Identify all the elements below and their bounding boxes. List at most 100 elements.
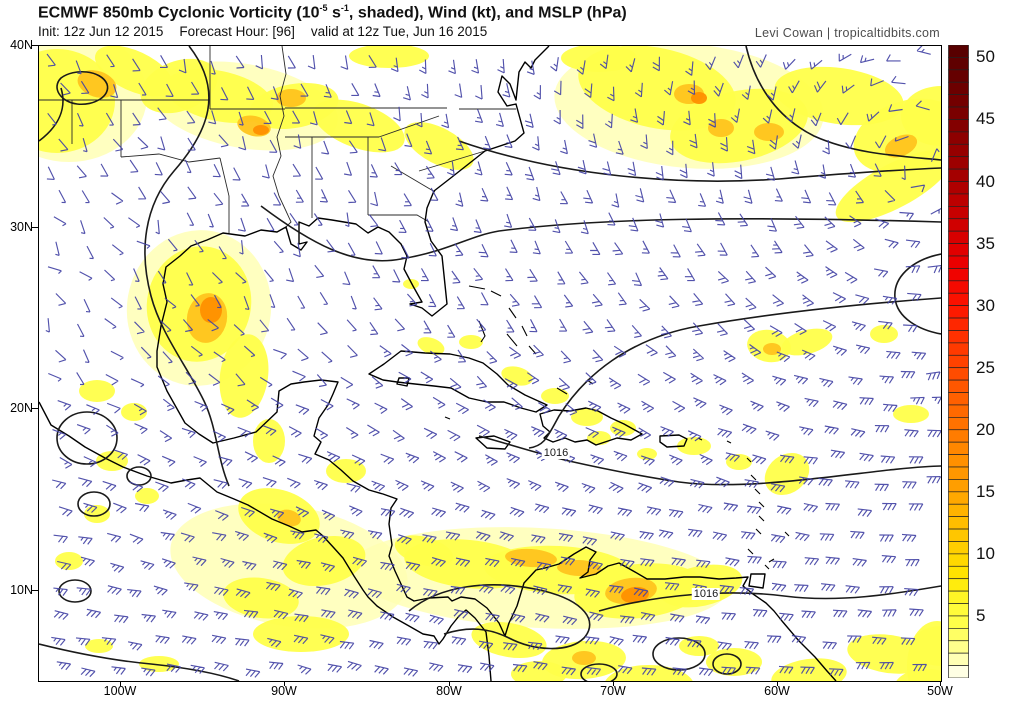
lon-tick-mark — [120, 681, 122, 686]
vorticity-blob — [679, 636, 719, 656]
vorticity-blob — [691, 92, 707, 104]
colorbar-segment — [948, 57, 969, 71]
page-title: ECMWF 850mb Cyclonic Vorticity (10-5 s-1… — [38, 3, 627, 22]
lon-tick-label: 60W — [764, 684, 790, 698]
vorticity-blob — [253, 616, 349, 652]
colorbar-segment — [948, 268, 969, 282]
lon-tick-mark — [613, 681, 615, 686]
init-forecast-valid-line: Init: 12z Jun 12 2015 Forecast Hour: [96]… — [38, 24, 503, 39]
colorbar-segment — [948, 665, 969, 678]
vorticity-blob — [223, 577, 299, 619]
map-canvas: 1016 1016 — [38, 45, 942, 682]
vorticity-blob — [200, 297, 222, 323]
vorticity-blob — [754, 123, 784, 141]
colorbar-segment — [948, 280, 969, 294]
wind-barb-field — [45, 46, 941, 678]
lat-tick-label: 20N — [10, 401, 33, 415]
valid-time: valid at 12z Tue, Jun 16 2015 — [310, 24, 488, 39]
vorticity-blob — [55, 552, 83, 570]
vorticity-blob — [282, 535, 366, 587]
colorbar-segment — [948, 243, 969, 257]
colorbar-segment — [948, 181, 969, 195]
lat-tick-label: 30N — [10, 220, 33, 234]
lon-tick-label: 70W — [600, 684, 626, 698]
vorticity-blob — [79, 380, 115, 402]
colorbar-segment — [948, 603, 969, 617]
colorbar-tick-label: 35 — [976, 233, 995, 253]
colorbar-segment — [948, 292, 969, 307]
colorbar-segment — [948, 491, 969, 505]
colorbar-segment — [948, 652, 969, 666]
vorticity-blob — [571, 408, 603, 426]
vorticity-blob — [84, 505, 110, 523]
lat-tick-mark — [32, 590, 38, 592]
vorticity-blob — [219, 334, 269, 418]
init-time: Init: 12z Jun 12 2015 — [38, 24, 164, 39]
colorbar-segment — [948, 330, 969, 344]
colorbar-segment — [948, 305, 969, 319]
vorticity-blob — [349, 46, 429, 68]
colorbar-segment — [948, 317, 969, 331]
colorbar-segment — [948, 131, 969, 145]
lon-tick-label: 100W — [103, 684, 137, 698]
isobar-label: 1016 — [691, 588, 721, 600]
vorticity-blob — [404, 122, 474, 170]
vorticity-blob — [637, 448, 657, 460]
colorbar-tick-label: 45 — [976, 109, 995, 129]
vorticity-blob — [276, 89, 306, 107]
vorticity-blob — [121, 403, 147, 421]
colorbar-segment — [948, 94, 969, 108]
lon-tick-label: 80W — [436, 684, 462, 698]
forecast-hour: Forecast Hour: [96] — [179, 24, 295, 39]
lat-tick-mark — [32, 408, 38, 410]
isobar-label: 1016 — [541, 447, 571, 459]
colorbar-segment — [948, 45, 969, 58]
vorticity-blob — [764, 452, 810, 496]
vorticity-blob — [417, 337, 445, 355]
vorticity-blob — [907, 621, 941, 681]
colorbar-tick-label: 30 — [976, 295, 995, 315]
colorbar-tick-label: 50 — [976, 47, 995, 67]
colorbar-segment — [948, 230, 969, 244]
vorticity-blob — [708, 119, 734, 137]
vorticity-blob — [587, 431, 611, 445]
colorbar-segment — [948, 615, 969, 629]
colorbar-segment — [948, 503, 969, 517]
colorbar-segment — [948, 479, 969, 493]
vorticity-blob — [135, 488, 159, 504]
vorticity-blob — [253, 125, 269, 135]
colorbar-segment — [948, 106, 969, 120]
colorbar-tick-label: 15 — [976, 481, 995, 501]
vorticity-blob — [403, 279, 419, 289]
colorbar-segment — [948, 590, 969, 604]
credit-text: Levi Cowan | tropicaltidbits.com — [754, 26, 940, 40]
vorticity-shading — [39, 46, 941, 681]
vorticity-blob — [621, 586, 649, 604]
colorbar-segment — [948, 193, 969, 207]
vorticity-blob — [763, 343, 781, 355]
lat-tick-mark — [32, 227, 38, 229]
colorbar-segment — [948, 565, 969, 580]
colorbar-segment — [948, 441, 969, 455]
colorbar-segment — [948, 379, 969, 393]
colorbar-segment — [948, 627, 969, 642]
state-borders — [39, 46, 516, 233]
vorticity-blob — [781, 328, 833, 356]
colorbar-segment — [948, 392, 969, 406]
colorbar-segment — [948, 81, 969, 96]
lon-tick-mark — [449, 681, 451, 686]
colorbar-segment — [948, 466, 969, 480]
lat-tick-label: 10N — [10, 583, 33, 597]
lon-tick-mark — [777, 681, 779, 686]
colorbar-segment — [948, 429, 969, 443]
colorbar-segment — [948, 417, 969, 431]
colorbar-segment — [948, 640, 969, 654]
vorticity-blob — [670, 88, 808, 164]
colorbar-tick-label: 10 — [976, 543, 995, 563]
colorbar-tick-label: 5 — [976, 605, 986, 625]
colorbar — [948, 45, 969, 678]
colorbar-segment — [948, 168, 969, 182]
vorticity-blob — [901, 86, 941, 146]
colorbar-segment — [948, 143, 969, 158]
